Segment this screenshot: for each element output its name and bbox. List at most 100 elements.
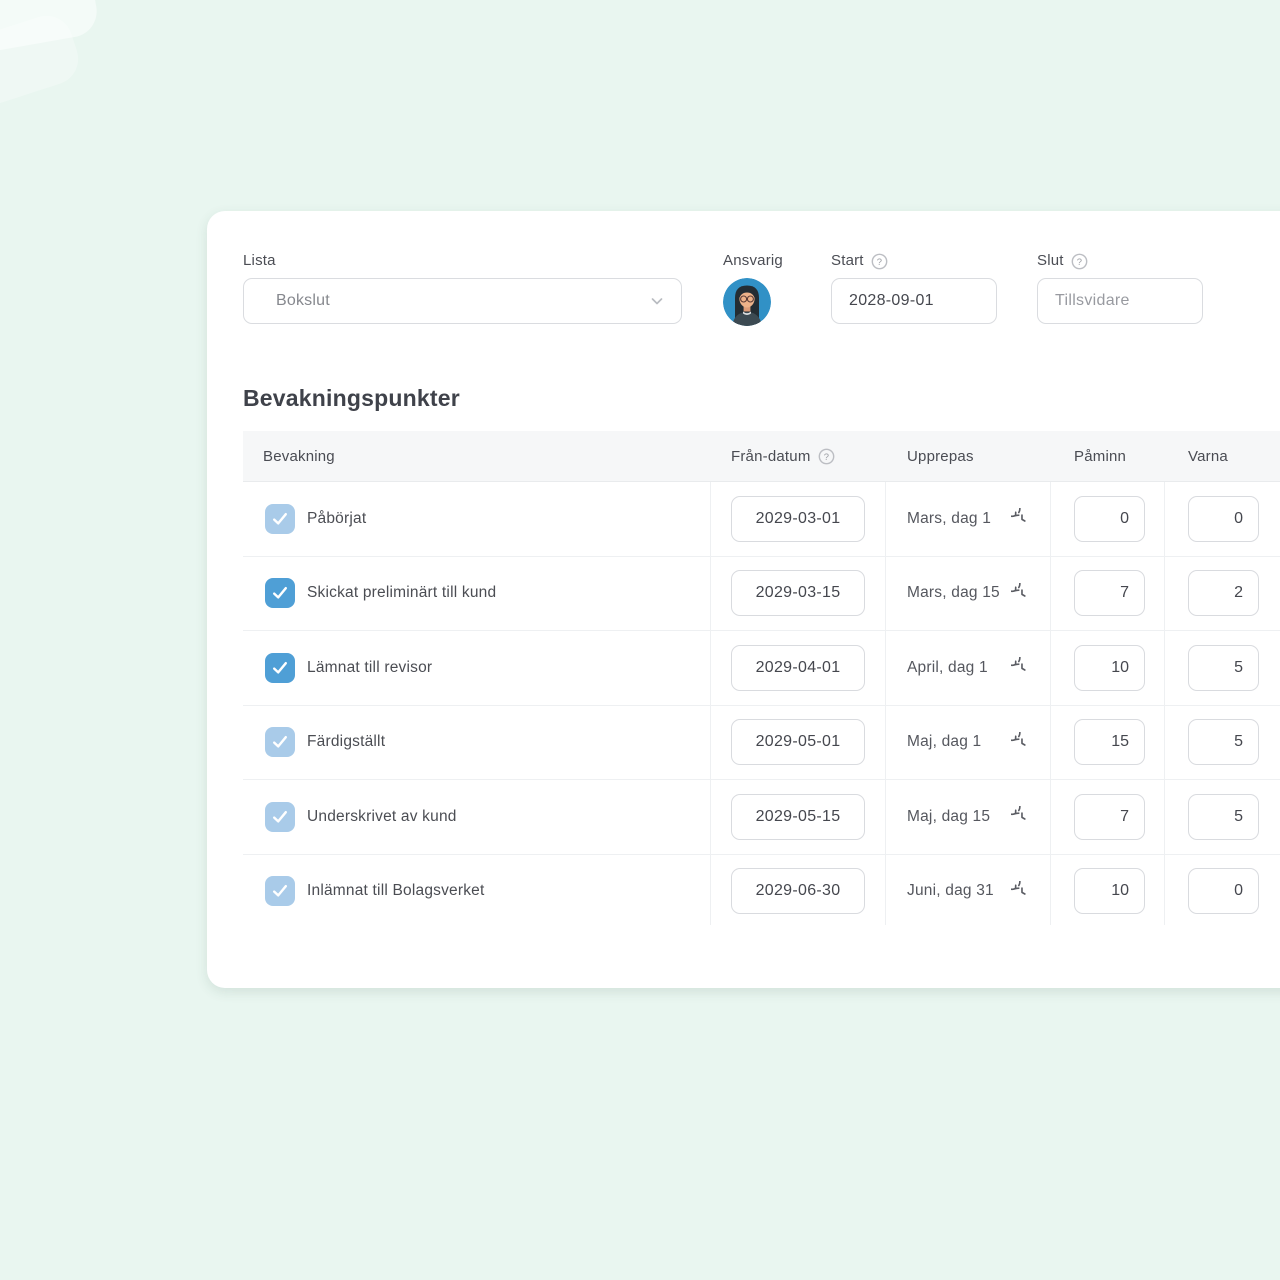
row-checkbox[interactable] — [265, 727, 295, 758]
section-title: Bevakningspunkter — [243, 385, 460, 411]
paminn-cell — [1051, 705, 1165, 779]
fran-datum-input[interactable] — [731, 644, 865, 691]
fran-datum-cell — [711, 854, 886, 925]
fran-datum-input[interactable] — [731, 495, 865, 542]
paminn-input[interactable] — [1074, 644, 1145, 691]
upprepas-cell: Mars, dag 15 — [886, 556, 1051, 630]
start-label-text: Start — [831, 252, 864, 269]
upprepas-value: Juni, dag 31 — [907, 882, 994, 900]
avatar-illustration — [723, 278, 771, 326]
help-icon[interactable]: ? — [818, 448, 835, 465]
help-icon[interactable]: ? — [1071, 253, 1088, 270]
start-date-input[interactable] — [831, 278, 997, 324]
history-icon[interactable] — [1011, 806, 1032, 827]
varna-input[interactable] — [1188, 495, 1259, 542]
bevakning-label: Inlämnat till Bolagsverket — [307, 882, 485, 900]
col-header-paminn: Påminn — [1074, 447, 1127, 465]
col-header-upprepas: Upprepas — [907, 447, 974, 465]
paminn-input[interactable] — [1074, 495, 1145, 542]
row-checkbox[interactable] — [265, 652, 295, 683]
lista-selected-value: Bokslut — [276, 292, 330, 309]
check-icon — [273, 587, 288, 599]
row-checkbox[interactable] — [265, 578, 295, 609]
row-checkbox[interactable] — [265, 801, 295, 832]
paminn-cell — [1051, 556, 1165, 630]
fran-datum-input[interactable] — [731, 793, 865, 840]
check-icon — [273, 736, 288, 748]
paminn-cell — [1051, 780, 1165, 854]
fran-datum-cell — [711, 556, 886, 630]
bevakning-cell: Påbörjat — [243, 482, 711, 556]
bevakning-cell: Skickat preliminärt till kund — [243, 556, 711, 630]
varna-cell — [1165, 780, 1280, 854]
slut-field: Slut ? — [1037, 252, 1203, 324]
varna-cell — [1165, 482, 1280, 556]
varna-input[interactable] — [1188, 719, 1259, 766]
history-icon[interactable] — [1011, 731, 1032, 753]
check-icon — [273, 661, 288, 674]
bevakning-cell: Underskrivet av kund — [243, 780, 711, 854]
history-icon[interactable] — [1011, 582, 1032, 604]
table-row: Påbörjat Mars, dag 1 — [243, 482, 1280, 557]
start-field: Start ? — [831, 252, 997, 324]
fran-datum-cell — [711, 780, 886, 854]
history-icon[interactable] — [1011, 508, 1032, 529]
avatar[interactable] — [723, 278, 771, 326]
table-row: Lämnat till revisor April, dag 1 — [243, 631, 1280, 706]
paminn-input[interactable] — [1074, 868, 1145, 915]
bevakningspunkter-table: Bevakning Från-datum ? Upprepas Påminn V… — [243, 431, 1280, 925]
bevakning-label: Färdigställt — [307, 733, 386, 751]
help-icon[interactable]: ? — [871, 253, 888, 270]
slut-input[interactable] — [1037, 278, 1203, 324]
upprepas-value: April, dag 1 — [907, 658, 988, 676]
varna-cell — [1165, 631, 1280, 705]
upprepas-cell: Maj, dag 1 — [886, 705, 1051, 779]
table-row: Skickat preliminärt till kund Mars, dag … — [243, 556, 1280, 631]
panel-card: Lista Bokslut Ansvarig — [207, 211, 1280, 988]
history-icon[interactable] — [1011, 657, 1032, 678]
bevakning-cell: Lämnat till revisor — [243, 631, 711, 705]
svg-text:?: ? — [823, 451, 828, 462]
fran-datum-input[interactable] — [731, 570, 865, 617]
bevakning-label: Underskrivet av kund — [307, 807, 457, 825]
fran-datum-input[interactable] — [731, 868, 865, 915]
svg-text:?: ? — [876, 256, 881, 267]
fran-datum-cell — [711, 705, 886, 779]
svg-text:?: ? — [1076, 256, 1081, 267]
varna-input[interactable] — [1188, 644, 1259, 691]
lista-label: Lista — [243, 252, 276, 269]
slut-label: Slut ? — [1037, 252, 1203, 270]
table-body: Påbörjat Mars, dag 1 Skick — [243, 482, 1280, 925]
table-row: Färdigställt Maj, dag 1 — [243, 705, 1280, 780]
paminn-input[interactable] — [1074, 570, 1145, 617]
fran-datum-cell — [711, 482, 886, 556]
paminn-cell — [1051, 854, 1165, 925]
upprepas-cell: Mars, dag 1 — [886, 482, 1051, 556]
bevakning-cell: Inlämnat till Bolagsverket — [243, 854, 711, 925]
row-checkbox[interactable] — [265, 876, 295, 907]
bevakning-label: Påbörjat — [307, 509, 367, 527]
varna-input[interactable] — [1188, 868, 1259, 915]
history-icon[interactable] — [1011, 880, 1032, 902]
varna-input[interactable] — [1188, 793, 1259, 840]
check-icon — [273, 810, 288, 823]
varna-input[interactable] — [1188, 570, 1259, 617]
upprepas-cell: Juni, dag 31 — [886, 854, 1051, 925]
fran-datum-cell — [711, 631, 886, 705]
table-header-row: Bevakning Från-datum ? Upprepas Påminn V… — [243, 431, 1280, 482]
fran-datum-input[interactable] — [731, 719, 865, 766]
upprepas-cell: Maj, dag 15 — [886, 780, 1051, 854]
col-header-varna: Varna — [1188, 447, 1228, 465]
lista-select[interactable]: Bokslut — [243, 278, 682, 324]
chevron-down-icon — [651, 298, 663, 305]
paminn-input[interactable] — [1074, 793, 1145, 840]
slut-label-text: Slut — [1037, 252, 1064, 269]
row-checkbox[interactable] — [265, 503, 295, 534]
varna-cell — [1165, 706, 1280, 780]
table-row: Inlämnat till Bolagsverket Juni, dag 31 — [243, 854, 1280, 925]
table-row: Underskrivet av kund Maj, dag 15 — [243, 780, 1280, 855]
upprepas-cell: April, dag 1 — [886, 631, 1051, 705]
bevakning-label: Lämnat till revisor — [307, 658, 433, 676]
paminn-input[interactable] — [1074, 719, 1145, 766]
check-icon — [273, 885, 288, 897]
